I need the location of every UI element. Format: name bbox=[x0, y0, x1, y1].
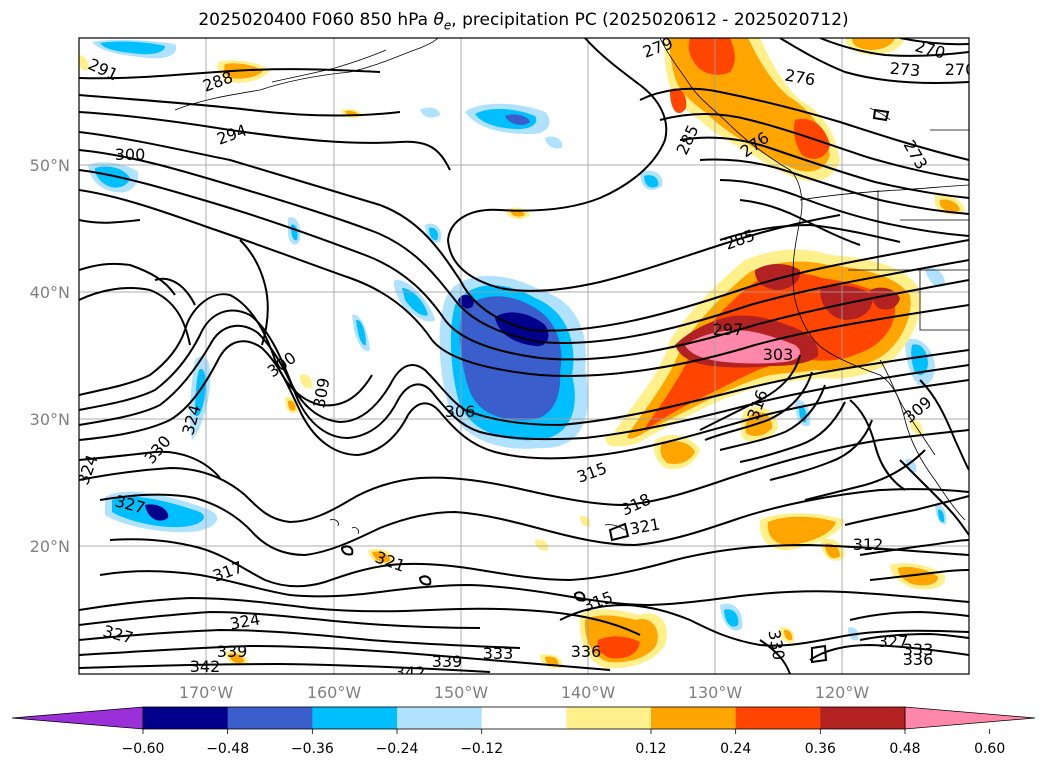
colorbar-extend-max bbox=[904, 706, 1036, 730]
colorbar-segment bbox=[397, 707, 483, 729]
colorbar-tick-label: −0.48 bbox=[206, 741, 249, 757]
contour-label-text: 273 bbox=[889, 59, 921, 81]
map-title: 2025020400 F060 850 hPa θe, precipitatio… bbox=[0, 10, 1047, 32]
contour-label-text: 300 bbox=[115, 145, 146, 164]
coastlines bbox=[174, 38, 969, 535]
lat-label-30: 30°N bbox=[30, 410, 70, 429]
neg-field-west bbox=[88, 162, 442, 533]
contour-label: 312 bbox=[853, 535, 884, 554]
colorbar-tick-label: 0.24 bbox=[720, 741, 751, 757]
lon-label-120w: 120°W bbox=[815, 683, 870, 702]
contour-label: 336 bbox=[903, 650, 934, 669]
lon-label-140w: 140°W bbox=[561, 683, 616, 702]
colorbar-tick-label: −0.36 bbox=[291, 741, 334, 757]
colorbar-tick-label: 0.12 bbox=[635, 741, 666, 757]
contour-label: 327 bbox=[878, 632, 909, 651]
contour-label-text: 303 bbox=[763, 345, 794, 364]
lon-label-170w: 170°W bbox=[179, 683, 234, 702]
contour-label-text: 336 bbox=[903, 650, 934, 669]
lon-labels: 170°W 160°W 150°W 140°W 130°W 120°W bbox=[179, 683, 870, 702]
colorbar-tick-label: 0.60 bbox=[974, 741, 1005, 757]
lon-label-130w: 130°W bbox=[688, 683, 743, 702]
contour-label-text: 306 bbox=[445, 402, 476, 421]
small-closed-contours bbox=[340, 108, 890, 664]
plot-frame bbox=[78, 37, 970, 675]
contour-label: 333 bbox=[483, 644, 514, 663]
lat-label-20: 20°N bbox=[30, 537, 70, 556]
contour-label: 339 bbox=[217, 642, 248, 661]
colorbar-segment bbox=[566, 707, 652, 729]
contour-label: 297 bbox=[713, 320, 744, 339]
title-prefix: 2025020400 F060 850 hPa bbox=[198, 10, 434, 30]
contour-label: 273 bbox=[889, 59, 921, 81]
contour-label-text: 333 bbox=[903, 640, 934, 659]
lat-label-40: 40°N bbox=[30, 283, 70, 302]
title-theta-sub: e bbox=[443, 18, 452, 33]
colorbar-segment bbox=[651, 707, 737, 729]
contour-label: 333 bbox=[903, 640, 934, 659]
contour-label-text: 327 bbox=[878, 632, 909, 651]
contour-label-text: 336 bbox=[571, 642, 602, 661]
colorbar-segment bbox=[481, 707, 567, 729]
contour-label-text: 342 bbox=[190, 657, 221, 676]
contour-label: 342 bbox=[190, 657, 221, 676]
contour-label: 303 bbox=[763, 345, 794, 364]
contour-label: 306 bbox=[445, 402, 476, 421]
lon-label-160w: 160°W bbox=[307, 683, 362, 702]
contour-label-text: 339 bbox=[432, 652, 463, 671]
title-suffix: , precipitation PC (2025020612 - 2025020… bbox=[451, 10, 849, 30]
colorbar: −0.60 −0.48 −0.36 −0.24 −0.12 0.12 0.24 0.36 0.4… bbox=[11, 706, 1036, 757]
contour-label: 342 bbox=[395, 663, 426, 682]
contour-label: 339 bbox=[432, 652, 463, 671]
filled-precip-anomalies bbox=[79, 38, 965, 669]
colorbar-segment bbox=[227, 707, 313, 729]
contour-label-text: 342 bbox=[395, 663, 426, 682]
contour-label-text: 312 bbox=[853, 535, 884, 554]
lat-label-50: 50°N bbox=[30, 156, 70, 175]
title-theta: θ bbox=[433, 10, 444, 30]
colorbar-tick-label: 0.48 bbox=[889, 741, 920, 757]
colorbar-segment bbox=[143, 707, 229, 729]
lat-labels: 50°N 40°N 30°N 20°N bbox=[30, 156, 70, 556]
lon-label-150w: 150°W bbox=[434, 683, 489, 702]
colorbar-segment bbox=[312, 707, 398, 729]
contour-label-text: 270 bbox=[945, 60, 976, 79]
neg-field-central bbox=[439, 275, 588, 449]
colorbar-tick-label: −0.60 bbox=[122, 741, 165, 757]
contour-label: 300 bbox=[115, 145, 146, 164]
contour-label-text: 333 bbox=[483, 644, 514, 663]
colorbar-extend-min bbox=[11, 706, 144, 730]
colorbar-tick-label: 0.36 bbox=[805, 741, 836, 757]
colorbar-segment bbox=[820, 707, 906, 729]
colorbar-tick-label: −0.24 bbox=[376, 741, 419, 757]
theta-e-contours bbox=[79, 38, 969, 674]
contour-label: 270 bbox=[945, 60, 976, 79]
colorbar-tick-label: −0.12 bbox=[460, 741, 503, 757]
colorbar-segment bbox=[735, 707, 821, 729]
contour-label: 336 bbox=[571, 642, 602, 661]
contour-label-text: 297 bbox=[713, 320, 744, 339]
colorbar-frame bbox=[142, 706, 906, 730]
neg-field-north bbox=[92, 39, 663, 190]
contour-label-text: 339 bbox=[217, 642, 248, 661]
